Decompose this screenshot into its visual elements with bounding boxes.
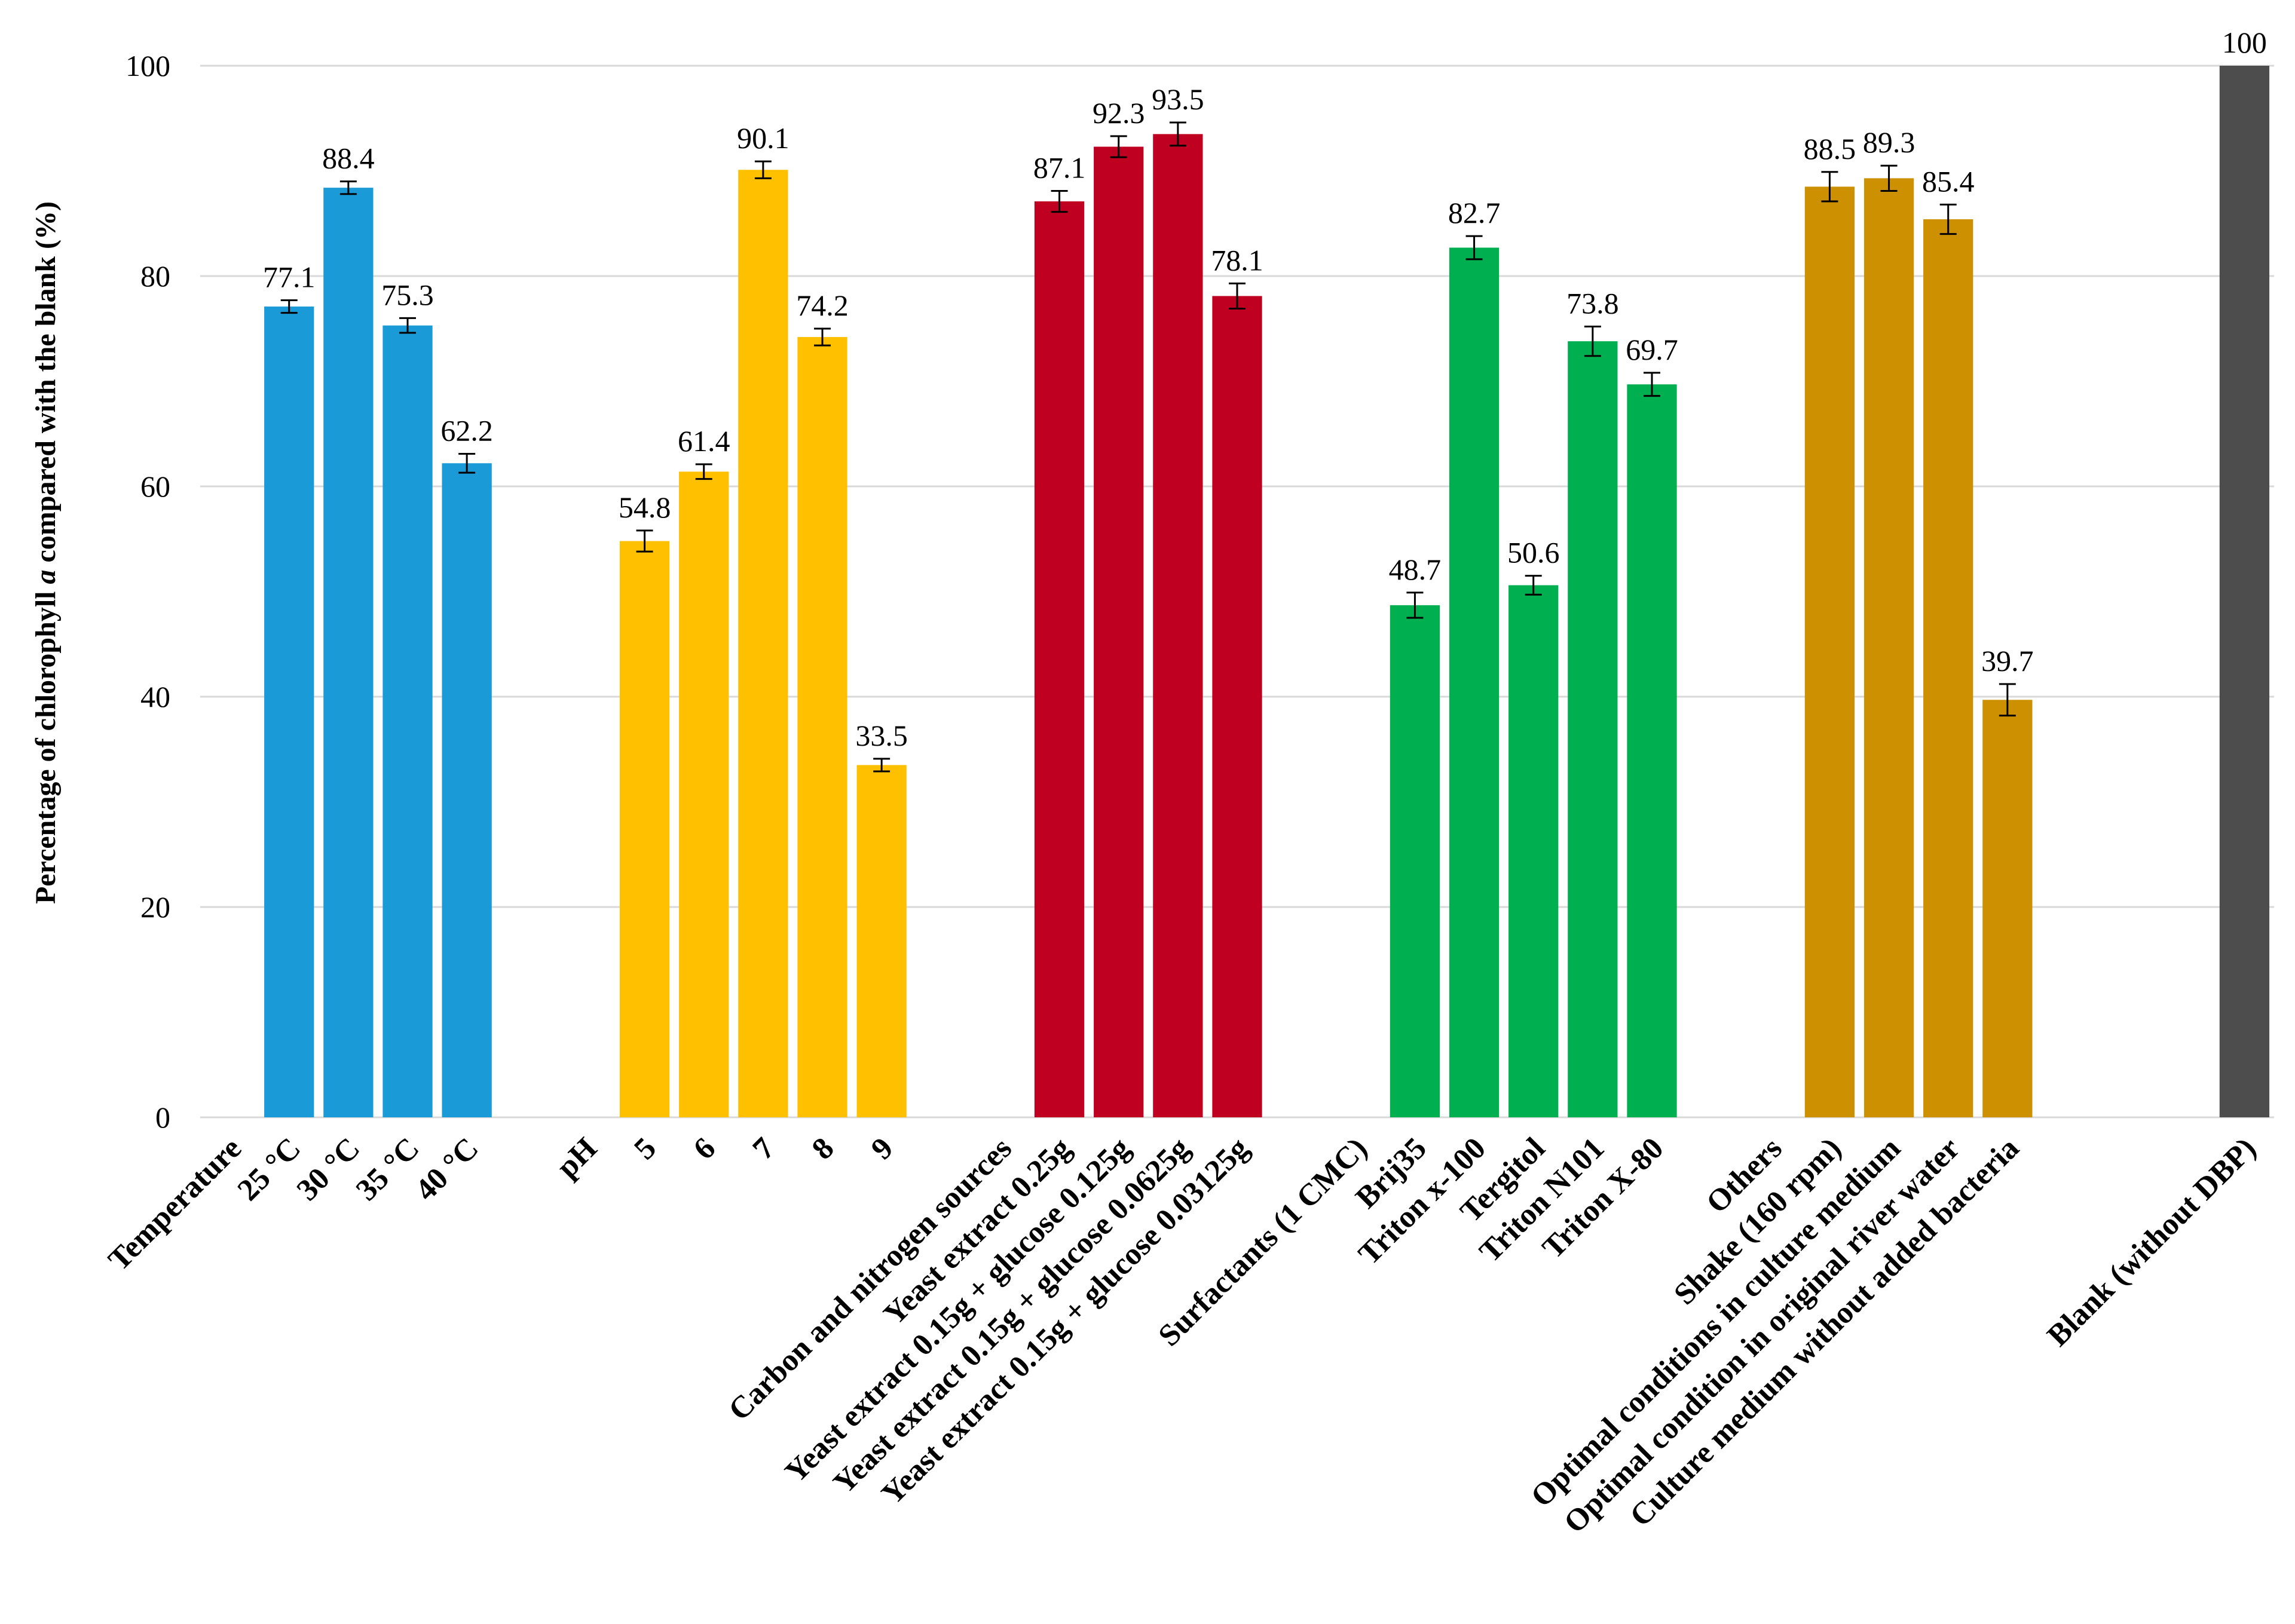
bar-temperature bbox=[264, 307, 314, 1117]
data-label: 50.6 bbox=[1507, 536, 1560, 569]
error-bar bbox=[1229, 282, 1246, 310]
x-category-label: Blank (without DBP) bbox=[2041, 1131, 2263, 1353]
data-label: 93.5 bbox=[1152, 82, 1204, 116]
data-label: 88.4 bbox=[322, 142, 375, 175]
bar-surfactants bbox=[1568, 341, 1618, 1117]
bar-ph bbox=[797, 337, 847, 1117]
error-bar bbox=[1821, 171, 1838, 203]
bar-surfactants bbox=[1508, 585, 1559, 1117]
bar-blank bbox=[2219, 66, 2270, 1117]
data-label: 88.5 bbox=[1804, 132, 1856, 166]
x-category-label: 9 bbox=[865, 1131, 900, 1166]
y-axis-title: Percentage of chlorophyll a compared wit… bbox=[30, 201, 62, 904]
x-category-label: 25 °C bbox=[231, 1131, 308, 1208]
data-label: 78.1 bbox=[1211, 243, 1263, 277]
error-bar bbox=[754, 160, 772, 179]
bar-carbon bbox=[1094, 146, 1144, 1117]
data-label: 48.7 bbox=[1389, 553, 1442, 586]
error-bar bbox=[1051, 189, 1068, 213]
error-bar bbox=[1110, 135, 1127, 158]
x-category-label: 40 °C bbox=[409, 1131, 485, 1208]
error-bar bbox=[1644, 372, 1660, 397]
data-label: 39.7 bbox=[1981, 644, 2034, 678]
y-tick-label: 20 bbox=[140, 890, 170, 924]
error-bar bbox=[1525, 575, 1542, 596]
error-bar bbox=[1406, 592, 1424, 619]
bar-others bbox=[1804, 186, 1855, 1117]
data-label: 89.3 bbox=[1863, 125, 1915, 159]
bar-others bbox=[1863, 178, 1914, 1117]
bar-temperature bbox=[382, 325, 433, 1117]
data-label: 62.2 bbox=[440, 413, 493, 447]
bar-surfactants bbox=[1449, 247, 1500, 1118]
data-label: 33.5 bbox=[855, 719, 908, 752]
bar-surfactants bbox=[1627, 384, 1677, 1117]
data-label: 61.4 bbox=[678, 424, 730, 458]
error-bar bbox=[1880, 164, 1898, 192]
bar-temperature bbox=[442, 463, 492, 1117]
error-bar bbox=[280, 299, 298, 314]
x-category-label: Temperature bbox=[102, 1131, 249, 1277]
bar-carbon bbox=[1153, 134, 1203, 1117]
y-tick-label: 100 bbox=[126, 49, 170, 82]
data-label: 90.1 bbox=[737, 121, 790, 155]
error-bar bbox=[695, 463, 712, 480]
bar-carbon bbox=[1212, 296, 1262, 1118]
y-tick-label: 80 bbox=[140, 259, 170, 293]
error-bar bbox=[458, 452, 476, 474]
data-label: 73.8 bbox=[1566, 286, 1619, 320]
error-bar bbox=[814, 327, 831, 347]
data-label: 54.8 bbox=[619, 491, 671, 524]
data-label: 82.7 bbox=[1448, 196, 1501, 229]
bar-ph bbox=[856, 765, 907, 1117]
error-bar bbox=[1169, 121, 1186, 147]
x-category-label: 5 bbox=[628, 1131, 663, 1166]
bar-temperature bbox=[323, 188, 374, 1117]
error-bar bbox=[339, 180, 357, 195]
data-label: 69.7 bbox=[1626, 333, 1678, 366]
bar-others bbox=[1982, 700, 2033, 1117]
bar-ph bbox=[619, 541, 670, 1117]
data-label: 77.1 bbox=[263, 260, 316, 293]
data-label: 75.3 bbox=[381, 278, 434, 311]
data-label: 85.4 bbox=[1922, 164, 1975, 198]
error-bar bbox=[1465, 235, 1483, 261]
error-bar bbox=[1999, 683, 2016, 717]
x-category-label: 30 °C bbox=[290, 1131, 367, 1208]
bar-ph bbox=[738, 170, 788, 1117]
y-tick-label: 60 bbox=[140, 470, 170, 503]
bars bbox=[264, 66, 2270, 1118]
x-category-label: 7 bbox=[746, 1131, 782, 1166]
y-tick-label: 40 bbox=[140, 680, 170, 713]
bar-surfactants bbox=[1390, 605, 1440, 1117]
error-bar bbox=[399, 317, 416, 334]
error-bar bbox=[873, 758, 891, 773]
data-labels: 77.1 88.4 75.3 62.2 54.861.4 90.1 74.2 33.5 87.1… bbox=[263, 26, 2267, 752]
x-category-label: 35 °C bbox=[350, 1131, 426, 1208]
error-bars bbox=[280, 121, 2016, 773]
x-category-label: pH bbox=[550, 1131, 604, 1184]
x-category-label: 6 bbox=[687, 1131, 723, 1166]
bar-ph bbox=[679, 471, 729, 1117]
data-label: 87.1 bbox=[1033, 151, 1086, 184]
y-tick-label: 0 bbox=[155, 1101, 170, 1134]
y-axis-ticks: 0 20 40 60 80 100 bbox=[126, 49, 170, 1134]
data-label: 92.3 bbox=[1093, 96, 1145, 130]
bar-carbon bbox=[1034, 201, 1085, 1117]
data-label: 74.2 bbox=[796, 289, 849, 322]
error-bar bbox=[1939, 203, 1957, 235]
data-label: 100 bbox=[2222, 26, 2267, 59]
error-bar bbox=[636, 529, 653, 553]
bar-others bbox=[1923, 219, 1973, 1118]
x-category-label: 8 bbox=[806, 1131, 841, 1166]
error-bar bbox=[1584, 325, 1601, 357]
